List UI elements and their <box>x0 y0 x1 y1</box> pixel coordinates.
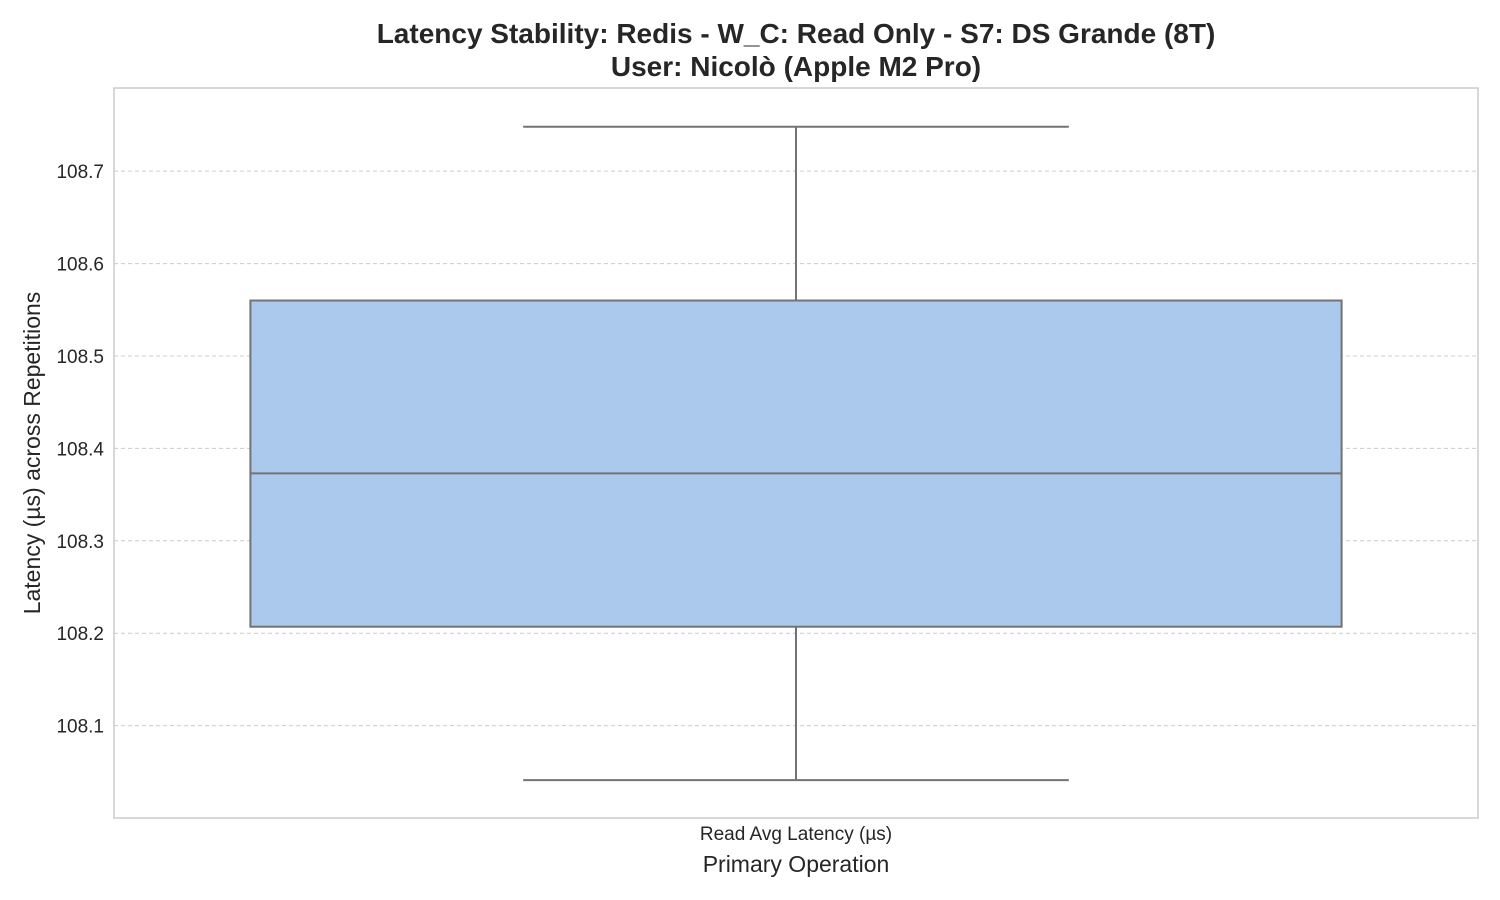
iqr-box <box>249 299 1343 628</box>
y-tick-label: 108.1 <box>56 717 104 738</box>
y-tick-labels: 108.1 108.2 108.3 108.4 108.5 108.6 108.7 <box>56 162 104 737</box>
y-tick-label: 108.2 <box>56 624 104 645</box>
y-axis-label: Latency (µs) across Repetitions <box>19 292 45 615</box>
x-tick-labels: Read Avg Latency (µs) <box>700 824 892 845</box>
box-group <box>249 125 1343 782</box>
y-tick-label: 108.6 <box>56 255 104 276</box>
x-tick-label: Read Avg Latency (µs) <box>700 824 892 845</box>
y-tick-label: 108.3 <box>56 532 104 553</box>
y-tick-label: 108.7 <box>56 162 104 183</box>
box-layer <box>249 125 1343 782</box>
x-axis-label: Primary Operation <box>703 851 890 877</box>
plot-frame <box>113 87 1479 819</box>
y-tick-label: 108.4 <box>56 439 104 460</box>
chart-title-line1: Latency Stability: Redis - W_C: Read Onl… <box>377 18 1216 49</box>
y-tick-label: 108.5 <box>56 347 104 368</box>
chart-title-line2: User: Nicolò (Apple M2 Pro) <box>611 51 981 82</box>
